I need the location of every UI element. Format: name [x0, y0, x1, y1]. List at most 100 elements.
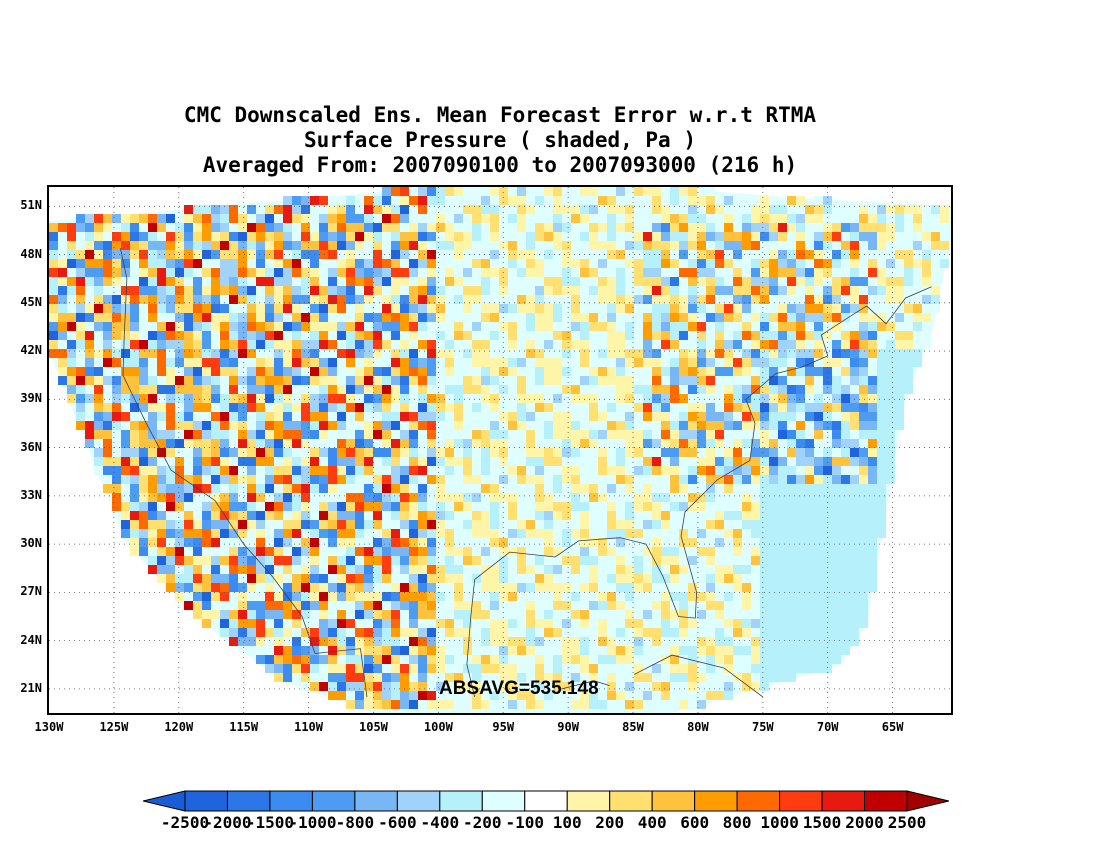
- field-cell: [634, 214, 643, 223]
- field-cell: [553, 385, 562, 394]
- field-cell: [787, 475, 796, 484]
- field-cell: [499, 457, 508, 466]
- field-cell: [553, 439, 562, 448]
- field-cell: [337, 583, 346, 592]
- field-cell: [346, 664, 355, 673]
- field-cell: [859, 619, 868, 628]
- field-cell: [805, 322, 814, 331]
- field-cell: [256, 223, 265, 232]
- field-cell: [319, 646, 328, 655]
- colorbar-segment: [184, 790, 228, 812]
- field-cell: [229, 583, 238, 592]
- colorbar-label: 1000: [760, 813, 799, 832]
- field-cell: [643, 241, 652, 250]
- field-cell: [904, 349, 913, 358]
- field-cell: [751, 241, 760, 250]
- field-cell: [562, 187, 571, 196]
- absavg-annotation: ABSAVG=535.148: [439, 678, 599, 699]
- field-cell: [85, 367, 94, 376]
- field-cell: [274, 403, 283, 412]
- field-cell: [760, 403, 769, 412]
- field-cell: [526, 538, 535, 547]
- field-cell: [508, 583, 517, 592]
- field-cell: [832, 385, 841, 394]
- field-cell: [85, 304, 94, 313]
- field-cell: [517, 295, 526, 304]
- field-cell: [607, 304, 616, 313]
- field-cell: [139, 295, 148, 304]
- field-cell: [121, 421, 130, 430]
- field-cell: [589, 529, 598, 538]
- field-cell: [814, 493, 823, 502]
- field-cell: [508, 592, 517, 601]
- field-cell: [373, 520, 382, 529]
- field-cell: [760, 214, 769, 223]
- field-cell: [661, 277, 670, 286]
- field-cell: [733, 304, 742, 313]
- field-cell: [661, 385, 670, 394]
- error-field: [49, 187, 949, 709]
- field-cell: [688, 385, 697, 394]
- field-cell: [616, 367, 625, 376]
- field-cell: [139, 511, 148, 520]
- field-cell: [832, 646, 841, 655]
- field-cell: [751, 304, 760, 313]
- field-cell: [184, 601, 193, 610]
- field-cell: [634, 403, 643, 412]
- field-cell: [598, 430, 607, 439]
- field-cell: [841, 340, 850, 349]
- field-cell: [589, 313, 598, 322]
- field-cell: [544, 592, 553, 601]
- field-cell: [175, 295, 184, 304]
- field-cell: [166, 277, 175, 286]
- field-cell: [769, 655, 778, 664]
- field-cell: [157, 250, 166, 259]
- field-cell: [859, 457, 868, 466]
- field-cell: [868, 367, 877, 376]
- field-cell: [841, 610, 850, 619]
- field-cell: [652, 295, 661, 304]
- field-cell: [544, 529, 553, 538]
- field-cell: [616, 565, 625, 574]
- field-cell: [742, 493, 751, 502]
- field-cell: [49, 313, 58, 322]
- field-cell: [715, 358, 724, 367]
- field-cell: [211, 448, 220, 457]
- field-cell: [265, 646, 274, 655]
- field-cell: [643, 349, 652, 358]
- field-cell: [769, 646, 778, 655]
- field-cell: [526, 493, 535, 502]
- field-cell: [166, 547, 175, 556]
- field-cell: [814, 592, 823, 601]
- field-cell: [382, 205, 391, 214]
- field-cell: [850, 403, 859, 412]
- field-cell: [382, 394, 391, 403]
- field-cell: [742, 448, 751, 457]
- field-cell: [337, 349, 346, 358]
- field-cell: [247, 511, 256, 520]
- field-cell: [247, 538, 256, 547]
- field-cell: [301, 556, 310, 565]
- field-cell: [454, 466, 463, 475]
- field-cell: [643, 277, 652, 286]
- field-cell: [589, 430, 598, 439]
- field-cell: [373, 637, 382, 646]
- field-cell: [463, 448, 472, 457]
- field-cell: [94, 412, 103, 421]
- field-cell: [643, 673, 652, 682]
- field-cell: [850, 502, 859, 511]
- field-cell: [796, 565, 805, 574]
- field-cell: [175, 475, 184, 484]
- field-cell: [274, 475, 283, 484]
- field-cell: [832, 484, 841, 493]
- field-cell: [544, 457, 553, 466]
- field-cell: [355, 628, 364, 637]
- field-cell: [562, 637, 571, 646]
- field-cell: [373, 259, 382, 268]
- field-cell: [886, 439, 895, 448]
- field-cell: [643, 493, 652, 502]
- field-cell: [715, 268, 724, 277]
- field-cell: [553, 655, 562, 664]
- field-cell: [193, 376, 202, 385]
- field-cell: [193, 250, 202, 259]
